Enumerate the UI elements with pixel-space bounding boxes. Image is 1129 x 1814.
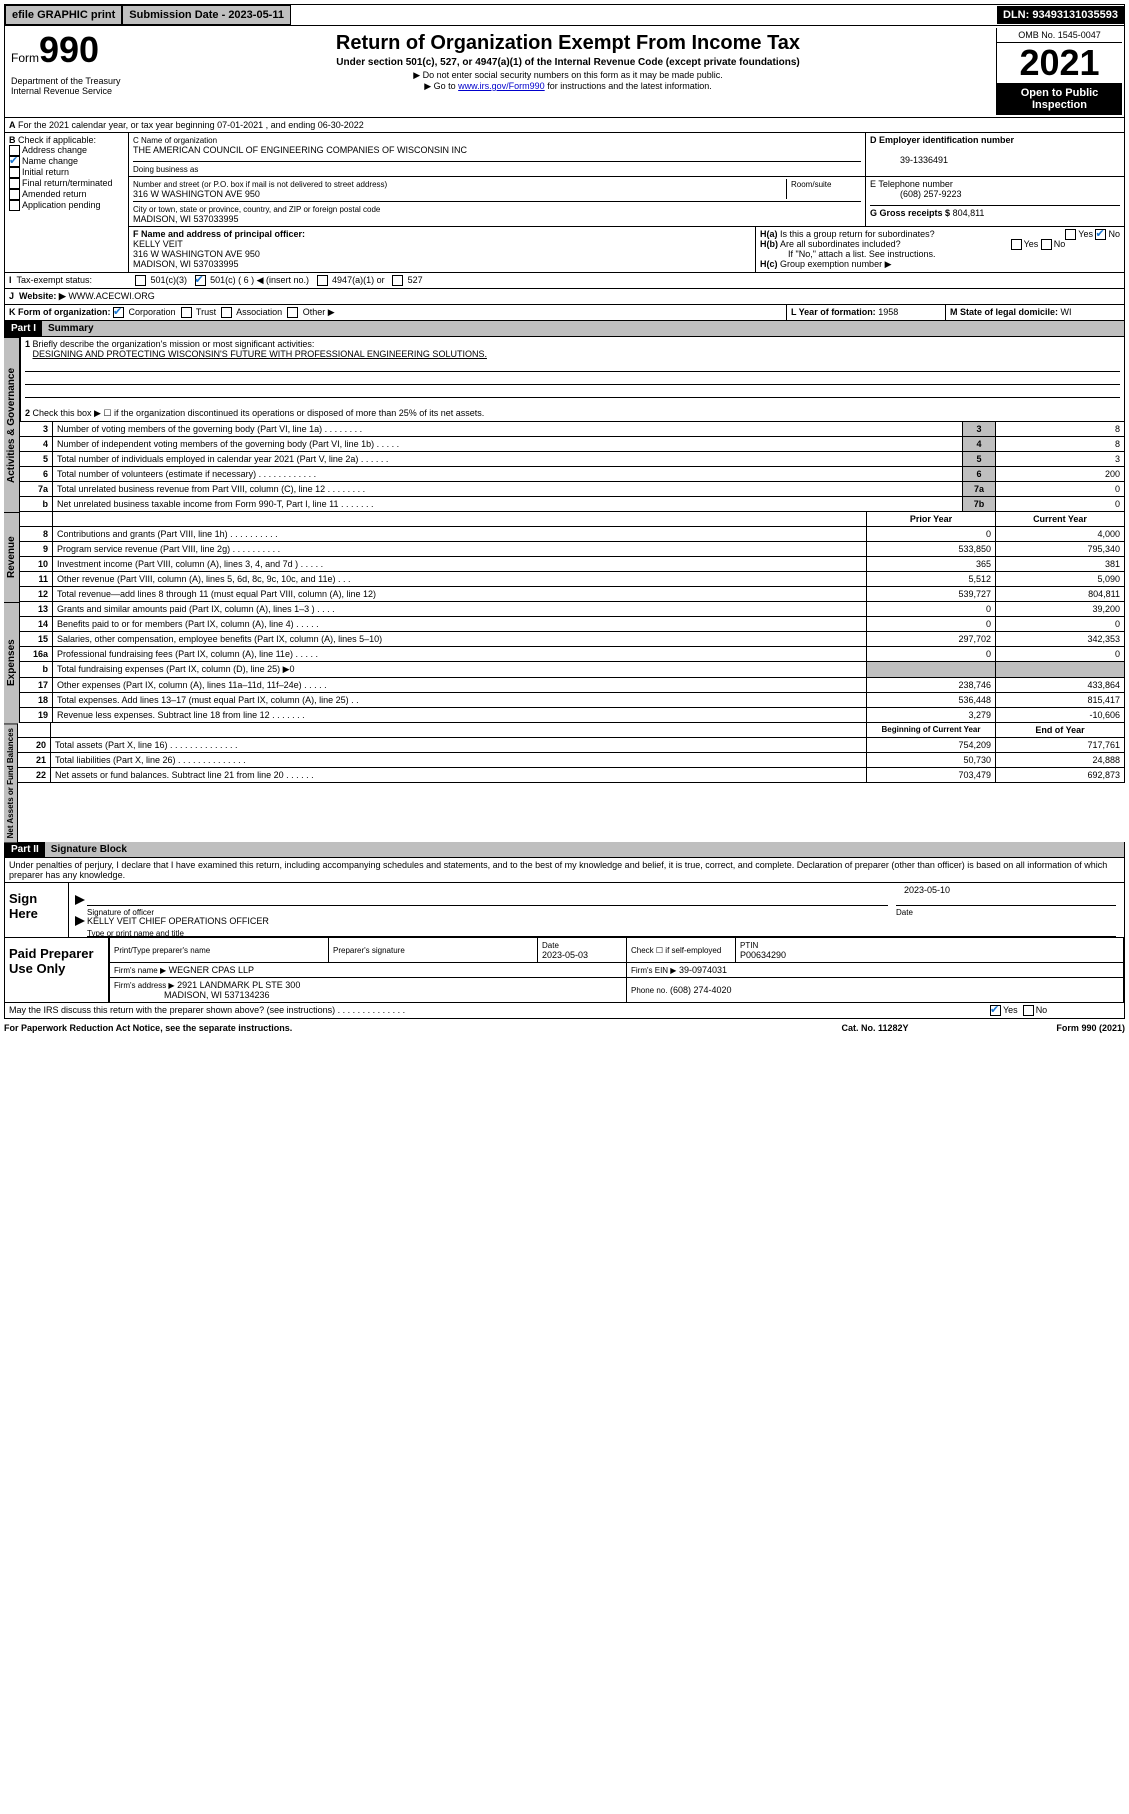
formorg-label: K Form of organization:	[9, 307, 111, 317]
form-subtitle: Under section 501(c), 527, or 4947(a)(1)…	[148, 57, 988, 68]
dln-label: DLN: 93493131035593	[997, 6, 1124, 24]
line-a: A For the 2021 calendar year, or tax yea…	[4, 118, 1125, 133]
name-title-label: Type or print name and title	[87, 929, 184, 938]
tab-revenue: Revenue	[4, 512, 20, 602]
dept-label: Department of the Treasury Internal Reve…	[11, 76, 136, 96]
form-title: Return of Organization Exempt From Incom…	[146, 32, 990, 55]
sign-here-label: Sign Here	[5, 883, 68, 937]
q1-label: Briefly describe the organization's miss…	[33, 339, 315, 349]
name-change-checkbox[interactable]	[9, 156, 20, 167]
gross-label: G Gross receipts $	[870, 208, 950, 218]
part2-header: Part II	[5, 842, 45, 857]
corp-checkbox[interactable]	[113, 307, 124, 318]
501c3-checkbox[interactable]	[135, 275, 146, 286]
revenue-header: Prior YearCurrent Year	[20, 512, 1125, 527]
governance-table: 3Number of voting members of the governi…	[20, 422, 1125, 512]
sig-officer-label: Signature of officer	[87, 908, 154, 917]
ein-value: 39-1336491	[870, 155, 948, 165]
org-name-label: C Name of organization	[133, 136, 217, 145]
website-value: WWW.ACECWI.ORG	[68, 291, 155, 301]
hc-label: Group exemption number ▶	[780, 259, 891, 269]
street-label: Number and street (or P.O. box if mail i…	[133, 180, 387, 189]
goto-note: ▶ Go to www.irs.gov/Form990 for instruct…	[146, 81, 990, 92]
sig-date: 2023-05-10	[904, 885, 1124, 895]
tab-expenses: Expenses	[4, 602, 20, 723]
gross-value: 804,811	[953, 208, 985, 218]
4947-checkbox[interactable]	[317, 275, 328, 286]
phone-value: (608) 257-9223	[870, 189, 962, 199]
discuss-yes-checkbox[interactable]	[990, 1005, 1001, 1016]
527-checkbox[interactable]	[392, 275, 403, 286]
ha-label: Is this a group return for subordinates?	[780, 229, 935, 239]
date-label: Date	[896, 908, 913, 917]
hb-label: Are all subordinates included?	[780, 239, 901, 249]
phone-label: E Telephone number	[870, 179, 953, 189]
city-value: MADISON, WI 537033995	[133, 214, 239, 224]
q2-label: Check this box ▶ ☐ if the organization d…	[33, 408, 485, 418]
hb-no-checkbox[interactable]	[1041, 239, 1052, 250]
ssn-note: ▶ Do not enter social security numbers o…	[146, 70, 990, 81]
section-b: B Check if applicable: Address change Na…	[5, 133, 129, 272]
domicile-label: M State of legal domicile:	[950, 307, 1058, 317]
efile-print-button[interactable]: efile GRAPHIC print	[5, 5, 122, 25]
form-number: 990	[39, 29, 99, 70]
cat-no: Cat. No. 11282Y	[775, 1023, 975, 1033]
year-formation-label: L Year of formation:	[791, 307, 876, 317]
ha-no-checkbox[interactable]	[1095, 229, 1106, 240]
net-header: Beginning of Current YearEnd of Year	[18, 723, 1125, 738]
arrow-icon	[75, 895, 85, 905]
top-toolbar: efile GRAPHIC print Submission Date - 20…	[4, 4, 1125, 26]
initial-return-checkbox[interactable]	[9, 167, 20, 178]
submission-date-button[interactable]: Submission Date - 2023-05-11	[122, 5, 291, 25]
paid-preparer-label: Paid Preparer Use Only	[5, 938, 108, 1002]
city-label: City or town, state or province, country…	[133, 205, 380, 214]
hb-yes-checkbox[interactable]	[1011, 239, 1022, 250]
preparer-table: Print/Type preparer's name Preparer's si…	[109, 938, 1124, 1002]
part2-title: Signature Block	[45, 842, 1124, 857]
paperwork-notice: For Paperwork Reduction Act Notice, see …	[4, 1023, 775, 1033]
assoc-checkbox[interactable]	[221, 307, 232, 318]
expenses-table: 13Grants and similar amounts paid (Part …	[20, 602, 1125, 723]
tax-year: 2021	[997, 43, 1122, 83]
irs-link[interactable]: www.irs.gov/Form990	[458, 81, 545, 91]
dba-label: Doing business as	[133, 165, 198, 174]
form-header: Form990 Department of the Treasury Inter…	[4, 26, 1125, 118]
year-formation: 1958	[878, 307, 898, 317]
discuss-no-checkbox[interactable]	[1023, 1005, 1034, 1016]
officer-addr2: MADISON, WI 537033995	[133, 259, 239, 269]
part1-title: Summary	[42, 321, 1124, 336]
domicile: WI	[1061, 307, 1072, 317]
arrow-icon	[75, 916, 85, 926]
part1-header: Part I	[5, 321, 42, 336]
amended-checkbox[interactable]	[9, 189, 20, 200]
room-label: Room/suite	[791, 180, 831, 189]
form-word: Form	[11, 51, 39, 65]
ein-label: D Employer identification number	[870, 135, 1014, 145]
street-value: 316 W WASHINGTON AVE 950	[133, 189, 260, 199]
officer-addr1: 316 W WASHINGTON AVE 950	[133, 249, 260, 259]
501c-checkbox[interactable]	[195, 275, 206, 286]
final-return-checkbox[interactable]	[9, 178, 20, 189]
ha-yes-checkbox[interactable]	[1065, 229, 1076, 240]
tab-governance: Activities & Governance	[4, 337, 20, 512]
mission-text: DESIGNING AND PROTECTING WISCONSIN'S FUT…	[33, 349, 487, 359]
app-pending-checkbox[interactable]	[9, 200, 20, 211]
officer-name: KELLY VEIT	[133, 239, 183, 249]
other-checkbox[interactable]	[287, 307, 298, 318]
org-name: THE AMERICAN COUNCIL OF ENGINEERING COMP…	[133, 145, 467, 155]
tax-status-label: Tax-exempt status:	[17, 275, 93, 285]
trust-checkbox[interactable]	[181, 307, 192, 318]
officer-sig-name: KELLY VEIT CHIEF OPERATIONS OFFICER	[87, 916, 269, 926]
open-public: Open to Public Inspection	[997, 83, 1122, 115]
hb-note: If "No," attach a list. See instructions…	[760, 249, 935, 259]
discuss-label: May the IRS discuss this return with the…	[9, 1005, 405, 1015]
revenue-table: 8Contributions and grants (Part VIII, li…	[20, 527, 1125, 602]
website-label: Website: ▶	[19, 291, 66, 301]
tab-netassets: Net Assets or Fund Balances	[4, 723, 18, 842]
netassets-table: 20Total assets (Part X, line 16) . . . .…	[18, 738, 1125, 783]
omb-number: OMB No. 1545-0047	[997, 28, 1122, 43]
form-footer: Form 990 (2021)	[975, 1023, 1125, 1033]
penalty-text: Under penalties of perjury, I declare th…	[4, 858, 1125, 883]
officer-label: F Name and address of principal officer:	[133, 229, 305, 239]
